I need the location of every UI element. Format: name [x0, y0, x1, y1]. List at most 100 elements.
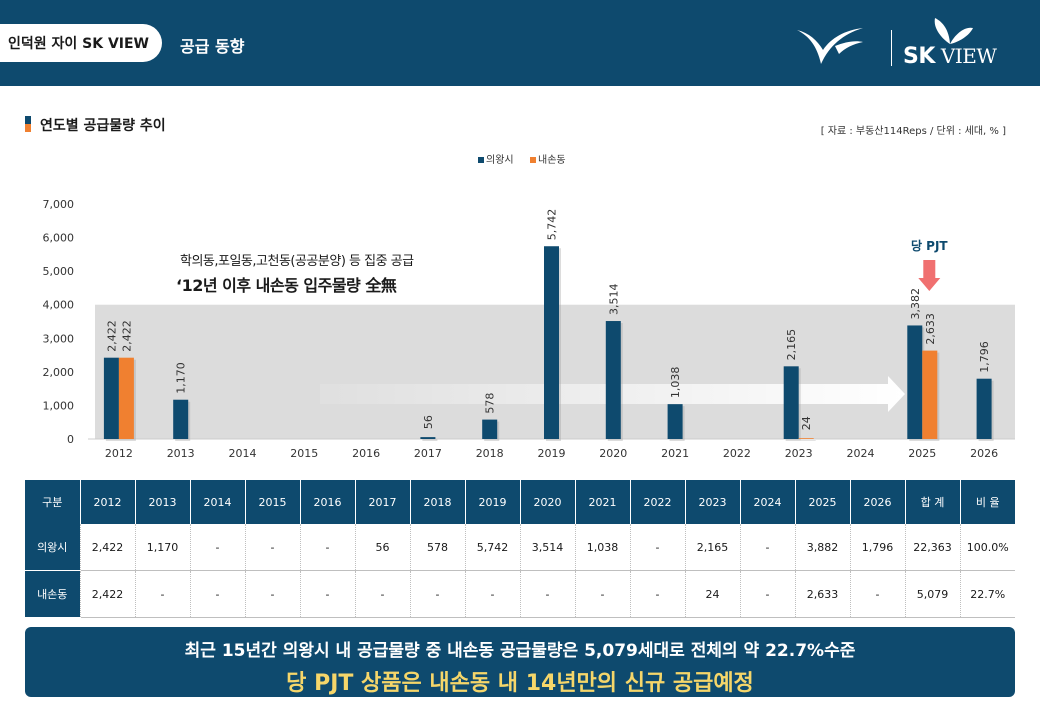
x-tick-label: 2023: [785, 447, 813, 460]
data-label: 1,170: [175, 362, 188, 394]
table-header-row: 구분 2012 2013 2014 2015 2016 2017 2018 2019 2020 20…: [25, 480, 1015, 524]
table-header-cell: 2016: [299, 480, 355, 524]
table-cell: -: [574, 570, 630, 618]
data-label: 1,796: [978, 341, 991, 373]
table-header-cell: 2020: [519, 480, 575, 524]
table-header-cell: 2023: [684, 480, 740, 524]
y-tick-label: 6,000: [43, 232, 75, 245]
x-tick-label: 2021: [661, 447, 689, 460]
table-header-cell: 비 율: [959, 480, 1015, 524]
x-tick-label: 2012: [105, 447, 133, 460]
data-label: 1,038: [669, 367, 682, 399]
table-cell: 5,742: [464, 524, 520, 571]
bar: [667, 404, 683, 439]
table-cell: 22.7%: [959, 570, 1015, 618]
table-header-cell: 2026: [849, 480, 905, 524]
table-cell: -: [629, 524, 685, 571]
project-name-pill: 인덕원 자이 SK VIEW: [0, 24, 162, 62]
bar: [118, 357, 134, 439]
table-header-cell: 2022: [629, 480, 685, 524]
table-cell: 1,796: [849, 524, 905, 571]
summary-line-2: 당 PJT 상품은 내손동 내 14년만의 신규 공급예정: [286, 671, 754, 696]
y-tick-label: 5,000: [43, 265, 75, 278]
table-cell: -: [409, 570, 465, 618]
table-cell: 2,633: [794, 570, 850, 618]
source-note: [ 자료 : 부동산114Reps / 단위 : 세대, % ]: [820, 126, 1006, 137]
y-tick-label: 4,000: [43, 299, 75, 312]
sk-view-logo: SK VIEW: [903, 16, 1023, 72]
table-cell: 578: [409, 524, 465, 571]
table-cell: -: [519, 570, 575, 618]
table-header-cell: 2015: [244, 480, 300, 524]
bar: [482, 419, 498, 439]
table-cell: -: [849, 570, 905, 618]
data-label: 578: [484, 393, 497, 414]
bar: [103, 357, 119, 439]
section-marker-icon: [25, 116, 31, 132]
table-cell: 22,363: [904, 524, 960, 571]
data-label: 3,382: [909, 288, 922, 320]
table-cell: 24: [684, 570, 740, 618]
bar-shadow: [800, 440, 816, 441]
page-header: 인덕원 자이 SK VIEW 공급 동향 SK VIEW: [0, 0, 1040, 86]
bar-shadow: [422, 439, 438, 441]
legend-label: 내손동: [538, 154, 566, 166]
marker-label: 당 PJT: [911, 238, 948, 253]
header-divider: [891, 30, 892, 66]
bar: [544, 246, 559, 439]
x-tick-label: 2015: [290, 447, 318, 460]
x-tick-label: 2014: [229, 447, 257, 460]
sk-view-wordmark: SK VIEW: [903, 44, 997, 69]
data-label: 56: [422, 415, 435, 429]
x-tick-label: 2016: [352, 447, 380, 460]
table-header-cell: 2012: [79, 480, 135, 524]
bar: [922, 350, 938, 439]
data-label: 5,742: [546, 209, 559, 241]
data-label: 24: [800, 416, 813, 430]
table-cell: 100.0%: [959, 524, 1015, 571]
table-cell: -: [739, 524, 795, 571]
table-header-cell: 2024: [739, 480, 795, 524]
legend-swatch: [478, 157, 484, 163]
x-tick-label: 2017: [414, 447, 442, 460]
annotation-line-1: 학의동,포일동,고천동(공공분양) 등 집중 공급: [180, 254, 414, 269]
x-tick-label: 2013: [167, 447, 195, 460]
y-tick-label: 3,000: [43, 332, 75, 345]
table-header-cell: 2014: [189, 480, 245, 524]
table-cell: -: [134, 570, 190, 618]
y-tick-label: 0: [67, 433, 74, 446]
x-tick-label: 2018: [476, 447, 504, 460]
table-row-label: 의왕시: [25, 524, 80, 571]
annotation-line-2: ‘12년 이후 내손동 입주물량 全無: [176, 276, 397, 295]
bar: [420, 437, 436, 439]
data-label: 2,422: [120, 320, 133, 352]
bar: [173, 399, 189, 439]
table-cell: 2,165: [684, 524, 740, 571]
x-tick-label: 2025: [908, 447, 936, 460]
table-cell: -: [464, 570, 520, 618]
table-header-cell: 2018: [409, 480, 465, 524]
table-header-cell: 합 계: [904, 480, 960, 524]
brand-sk: SK: [903, 44, 935, 69]
bird-logo-icon: [797, 28, 863, 64]
x-tick-label: 2019: [538, 447, 566, 460]
table-cell: 3,882: [794, 524, 850, 571]
table-cell: 1,038: [574, 524, 630, 571]
table-row-label: 내손동: [25, 570, 80, 618]
table-cell: 3,514: [519, 524, 575, 571]
y-tick-label: 7,000: [43, 198, 75, 211]
sk-butterfly-icon: [934, 18, 973, 44]
legend-label: 의왕시: [486, 154, 514, 166]
table-cell: -: [244, 524, 300, 571]
table-row: 내손동 2,422- - - - - - - - - -24-2,633-5,079 22.7%: [25, 570, 1015, 618]
bar: [798, 438, 814, 439]
x-tick-label: 2026: [970, 447, 998, 460]
table-header-cell: 2019: [464, 480, 520, 524]
y-tick-label: 1,000: [43, 399, 75, 412]
table-cell: -: [189, 524, 245, 571]
table-cell: 2,422: [79, 524, 135, 571]
data-label: 2,165: [785, 329, 798, 361]
y-tick-label: 2,000: [43, 366, 75, 379]
bar: [783, 366, 799, 439]
table-header-cell: 2025: [794, 480, 850, 524]
